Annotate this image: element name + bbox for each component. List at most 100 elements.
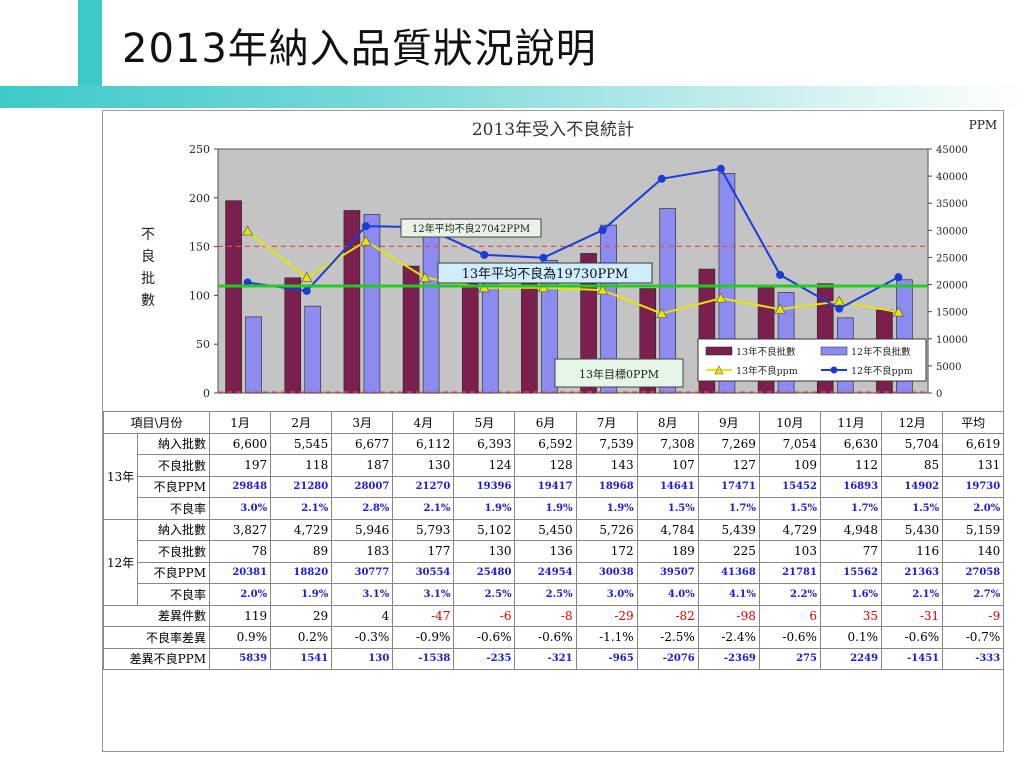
table-cell: 30777 <box>331 561 394 584</box>
table-cell: 14641 <box>636 475 699 498</box>
table-row-label: 差異不良PPM <box>102 647 211 670</box>
table-cell: 140 <box>942 540 1005 563</box>
table-cell: 2.1% <box>392 497 455 520</box>
diff-cell: -0.6% <box>758 626 821 649</box>
point-12ppm-12月 <box>894 273 903 282</box>
bar-13-1月 <box>225 200 242 394</box>
table-cell: 2.0% <box>942 497 1005 520</box>
table-row-label: 差異件數 <box>102 604 211 627</box>
table-cell: 136 <box>514 540 577 563</box>
header-band <box>0 86 1024 108</box>
diff-cell: -6 <box>453 604 516 627</box>
y2-tick-label: 30000 <box>936 226 968 237</box>
table-cell: 3.1% <box>331 583 394 606</box>
table-cell: 7,308 <box>636 432 699 455</box>
diff-cell: 275 <box>758 647 821 670</box>
table-cell: 5,545 <box>270 432 333 455</box>
diff-cell: 119 <box>209 604 272 627</box>
table-cell: 7,539 <box>575 432 638 455</box>
table-row: 不良率 2.0% 1.9% 3.1% 3.1% 2.5% 2.5% 3.0% 4.0% 4.1% 2… <box>104 583 1005 606</box>
point-12ppm-1月 <box>243 278 252 287</box>
bar-13-5月 <box>461 271 479 394</box>
table-cell: 30038 <box>575 561 638 584</box>
bar-12-8月 <box>659 208 677 394</box>
bar-13-2月 <box>284 277 302 394</box>
table-row: 不良批數 78 89 183 177 130 136 172 189 225 103 77 116 140 <box>104 540 1005 563</box>
table-row-label: 不良PPM <box>136 475 211 498</box>
diff-cell: -2369 <box>697 647 760 670</box>
y-tick-label: 200 <box>189 192 210 205</box>
bar-13-4月 <box>402 265 420 394</box>
table-cell: 1.9% <box>514 497 577 520</box>
table-cell: 41368 <box>697 561 760 584</box>
bar-12-6月 <box>541 259 558 394</box>
table-cell: 5,102 <box>453 518 516 541</box>
diff-cell: -965 <box>575 647 638 670</box>
table-cell: 4,729 <box>270 518 333 541</box>
point-12ppm-7月 <box>598 226 607 235</box>
legend-label: 13年不良批數 <box>736 346 796 358</box>
diff-cell: -31 <box>881 604 944 627</box>
table-cell: 17471 <box>697 475 760 498</box>
diff-cell: 2249 <box>819 647 883 670</box>
table-cell: 2.8% <box>331 497 394 520</box>
diff-cell: 130 <box>331 647 394 670</box>
diff-cell: -235 <box>453 647 516 670</box>
bar-13-7月 <box>580 253 597 394</box>
diff-cell: -1451 <box>881 647 944 670</box>
table-row-label: 不良率差異 <box>102 626 211 649</box>
diff-cell: 35 <box>819 604 883 627</box>
annotation-target: 13年目標0PPM <box>579 367 659 381</box>
chart-title: 2013年受入不良統計 <box>472 120 634 140</box>
table-cell: 19417 <box>514 475 577 498</box>
table-cell: 5,704 <box>881 432 944 455</box>
table-cell: 225 <box>697 540 760 563</box>
diff-cell: -9 <box>942 604 1005 627</box>
table-cell: 16893 <box>819 475 883 498</box>
table-cell: 197 <box>209 454 272 477</box>
table-cell: 18968 <box>575 475 638 498</box>
y-axis-label-char: 不 <box>141 227 155 243</box>
table-cell: 183 <box>331 540 394 563</box>
diff-cell: -321 <box>514 647 577 670</box>
point-13ppm-8月 <box>656 307 668 319</box>
table-cell: 4,729 <box>758 518 821 541</box>
legend-swatch <box>820 346 848 356</box>
table-cell: 187 <box>331 454 394 477</box>
diff-cell: -47 <box>392 604 455 627</box>
table-cell: 7,054 <box>758 432 821 455</box>
point-13ppm-1月 <box>241 225 254 236</box>
table-header-month: 平均 <box>942 411 1005 434</box>
annotation-12-avg-box <box>400 218 542 238</box>
point-13ppm-4月 <box>419 271 431 283</box>
table-corner-label: 項目\月份 <box>102 411 211 434</box>
table-cell: 128 <box>514 454 577 477</box>
legend-box <box>697 338 927 382</box>
table-cell: 5,450 <box>514 518 577 541</box>
y2-tick-label: 25000 <box>936 253 968 264</box>
table-cell: 1.5% <box>881 497 944 520</box>
legend-marker <box>830 366 838 374</box>
y2-tick-label: 40000 <box>936 172 968 183</box>
table-header-month: 1月 <box>209 411 272 434</box>
data-table: 項目\月份 1月 2月 3月 4月 5月 6月 7月 8月 9月 10月 11月 12月 平均 13年 納入批… <box>102 411 1005 670</box>
table-cell: 1.9% <box>575 497 638 520</box>
table-row: 不良PPM 29848 21280 28007 21270 19396 19417 18968… <box>104 475 1005 498</box>
table-cell: 130 <box>453 540 516 563</box>
table-cell: 103 <box>758 540 821 563</box>
table-row: 13年 納入批數 6,600 5,545 6,677 6,112 6,393 6,592 7,5… <box>103 432 1005 520</box>
table-cell: 2.1% <box>881 583 944 606</box>
y-tick-label: 250 <box>189 143 210 156</box>
table-cell: 20381 <box>209 561 272 584</box>
diff-cell: -0.9% <box>392 626 455 649</box>
diff-cell: -2.4% <box>697 626 760 649</box>
table-cell: 14902 <box>881 475 944 498</box>
table-cell: 77 <box>819 540 883 563</box>
point-13ppm-9月 <box>715 292 727 303</box>
table-cell: 5,439 <box>697 518 760 541</box>
table-cell: 4,784 <box>636 518 699 541</box>
table-cell: 4.0% <box>636 583 699 606</box>
point-13ppm-10月 <box>774 303 786 314</box>
y2-tick-label: 5000 <box>936 362 961 373</box>
table-row: 差異不良PPM 5839 1541 130 -1538 -235 -321 -965 -2076… <box>102 647 1005 670</box>
